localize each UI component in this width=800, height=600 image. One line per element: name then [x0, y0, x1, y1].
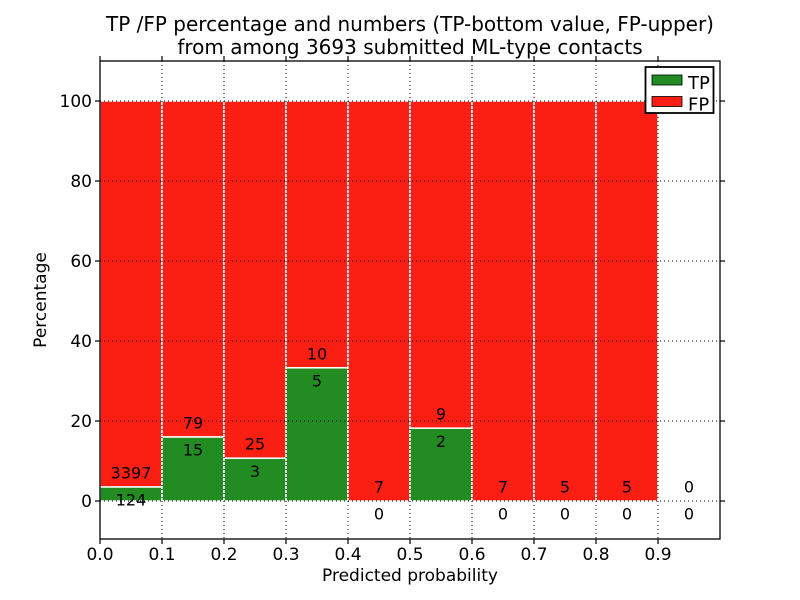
x-axis-label: Predicted probability: [322, 566, 498, 586]
tp-count-label: 15: [183, 441, 203, 460]
fp-bar-segment: [347, 100, 411, 502]
fp-count-label: 7: [498, 478, 508, 497]
fp-count-label: 79: [183, 414, 203, 433]
fp-bar-segment: [285, 100, 349, 369]
legend-swatch-fp: [651, 96, 683, 107]
tp-count-label: 124: [116, 491, 147, 510]
tp-bar-segment: [285, 367, 349, 502]
fp-count-label: 0: [684, 478, 694, 497]
legend-label-tp: TP: [687, 73, 710, 94]
tick-labels-layer: 0.0 0.1 0.2 0.3 0.4 0.5 0.6 0.7 0.8 0.90204060801…: [60, 92, 672, 565]
tp-count-label: 0: [374, 505, 384, 524]
fp-bar-segment: [533, 100, 597, 502]
tp-count-label: 3: [250, 462, 260, 481]
legend-swatch-tp: [651, 74, 683, 86]
fp-count-label: 25: [245, 435, 265, 454]
y-tick-label: 0: [81, 492, 92, 512]
x-tick-label: 0.0: [86, 545, 113, 565]
x-tick-label: 0.8: [582, 545, 609, 565]
fp-bar-segment: [471, 100, 535, 502]
fp-bar-segment: [223, 100, 287, 459]
fp-count-label: 5: [622, 478, 632, 497]
tp-count-label: 0: [560, 505, 570, 524]
x-tick-label: 0.7: [520, 545, 547, 565]
x-tick-label: 0.6: [458, 545, 485, 565]
fp-bar-segment: [595, 100, 659, 502]
fp-count-label: 3397: [111, 464, 152, 483]
legend: TP FP: [644, 66, 715, 116]
tp-count-label: 5: [312, 372, 322, 391]
tick-marks-layer: [95, 56, 725, 544]
fp-bar-segment: [99, 100, 163, 488]
y-tick-label: 80: [70, 172, 92, 192]
y-axis-label: Percentage: [31, 252, 51, 348]
fp-bar-segment: [409, 100, 473, 429]
x-tick-label: 0.1: [148, 545, 175, 565]
fp-bar-segment: [161, 100, 225, 438]
y-tick-label: 20: [70, 412, 92, 432]
bars-layer: [99, 100, 659, 502]
x-tick-label: 0.3: [272, 545, 299, 565]
tp-count-label: 0: [498, 505, 508, 524]
x-tick-label: 0.2: [210, 545, 237, 565]
tp-count-label: 2: [436, 432, 446, 451]
grid-layer: [99, 61, 720, 539]
y-tick-label: 60: [70, 252, 92, 272]
legend-label-fp: FP: [688, 95, 709, 116]
fp-count-label: 10: [307, 344, 327, 363]
x-tick-label: 0.9: [644, 545, 671, 565]
x-tick-label: 0.4: [334, 545, 361, 565]
chart-title-line2: from among 3693 submitted ML-type contac…: [177, 35, 642, 59]
bar-count-labels: 3397 124 79 15 25 3 10 5 7 0 9 2 7 0 5 0 5 0 0 0: [111, 344, 694, 523]
fp-count-label: 9: [436, 405, 446, 424]
y-tick-label: 100: [60, 92, 92, 112]
tp-bar-segment: [223, 457, 287, 502]
y-tick-label: 40: [70, 332, 92, 352]
x-tick-label: 0.5: [396, 545, 423, 565]
fp-count-label: 5: [560, 478, 570, 497]
chart-title-line1: TP /FP percentage and numbers (TP-bottom…: [105, 12, 714, 36]
tp-count-label: 0: [684, 505, 694, 524]
fp-count-label: 7: [374, 478, 384, 497]
tp-count-label: 0: [622, 505, 632, 524]
